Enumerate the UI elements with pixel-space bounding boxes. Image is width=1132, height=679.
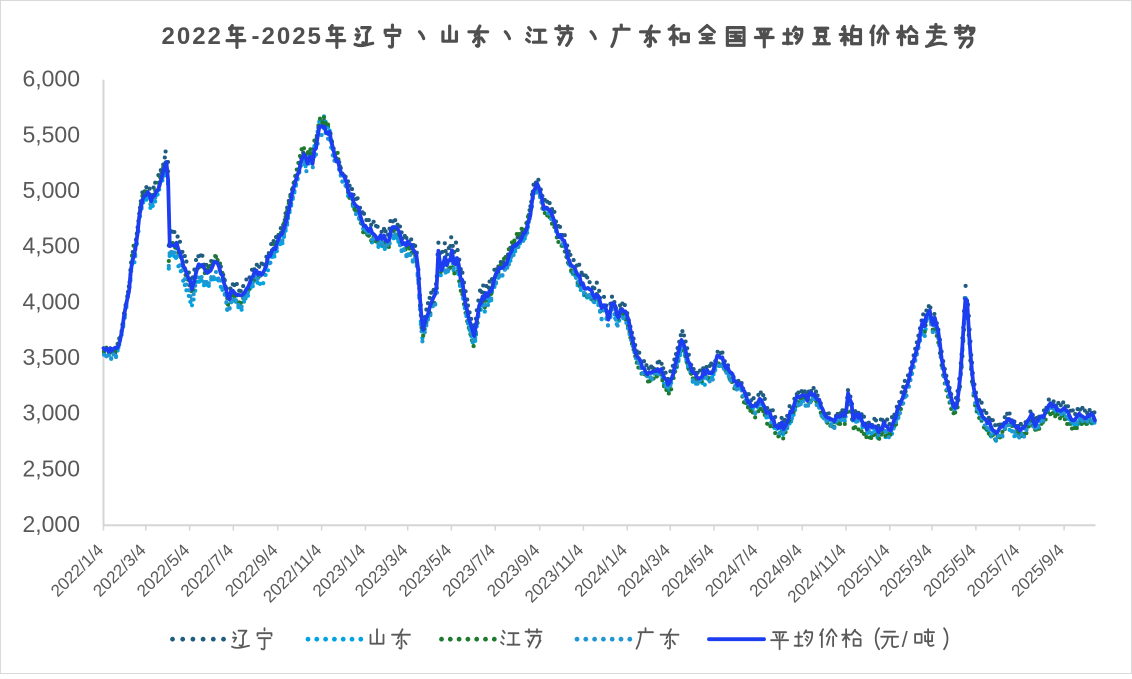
- svg-text:5,500: 5,500: [22, 121, 80, 147]
- svg-text:2025: 2025: [262, 23, 323, 50]
- svg-text:4,000: 4,000: [22, 288, 80, 314]
- svg-text:3,500: 3,500: [22, 344, 80, 370]
- svg-text:2,500: 2,500: [22, 455, 80, 481]
- svg-text:2022: 2022: [162, 23, 223, 50]
- svg-text:2,000: 2,000: [22, 511, 80, 537]
- svg-text:6,000: 6,000: [22, 66, 80, 92]
- svg-text:/: /: [902, 627, 909, 652]
- svg-text:5,000: 5,000: [22, 177, 80, 203]
- svg-text:-: -: [252, 23, 262, 50]
- svg-text:4,500: 4,500: [22, 233, 80, 259]
- svg-text:3,000: 3,000: [22, 400, 80, 426]
